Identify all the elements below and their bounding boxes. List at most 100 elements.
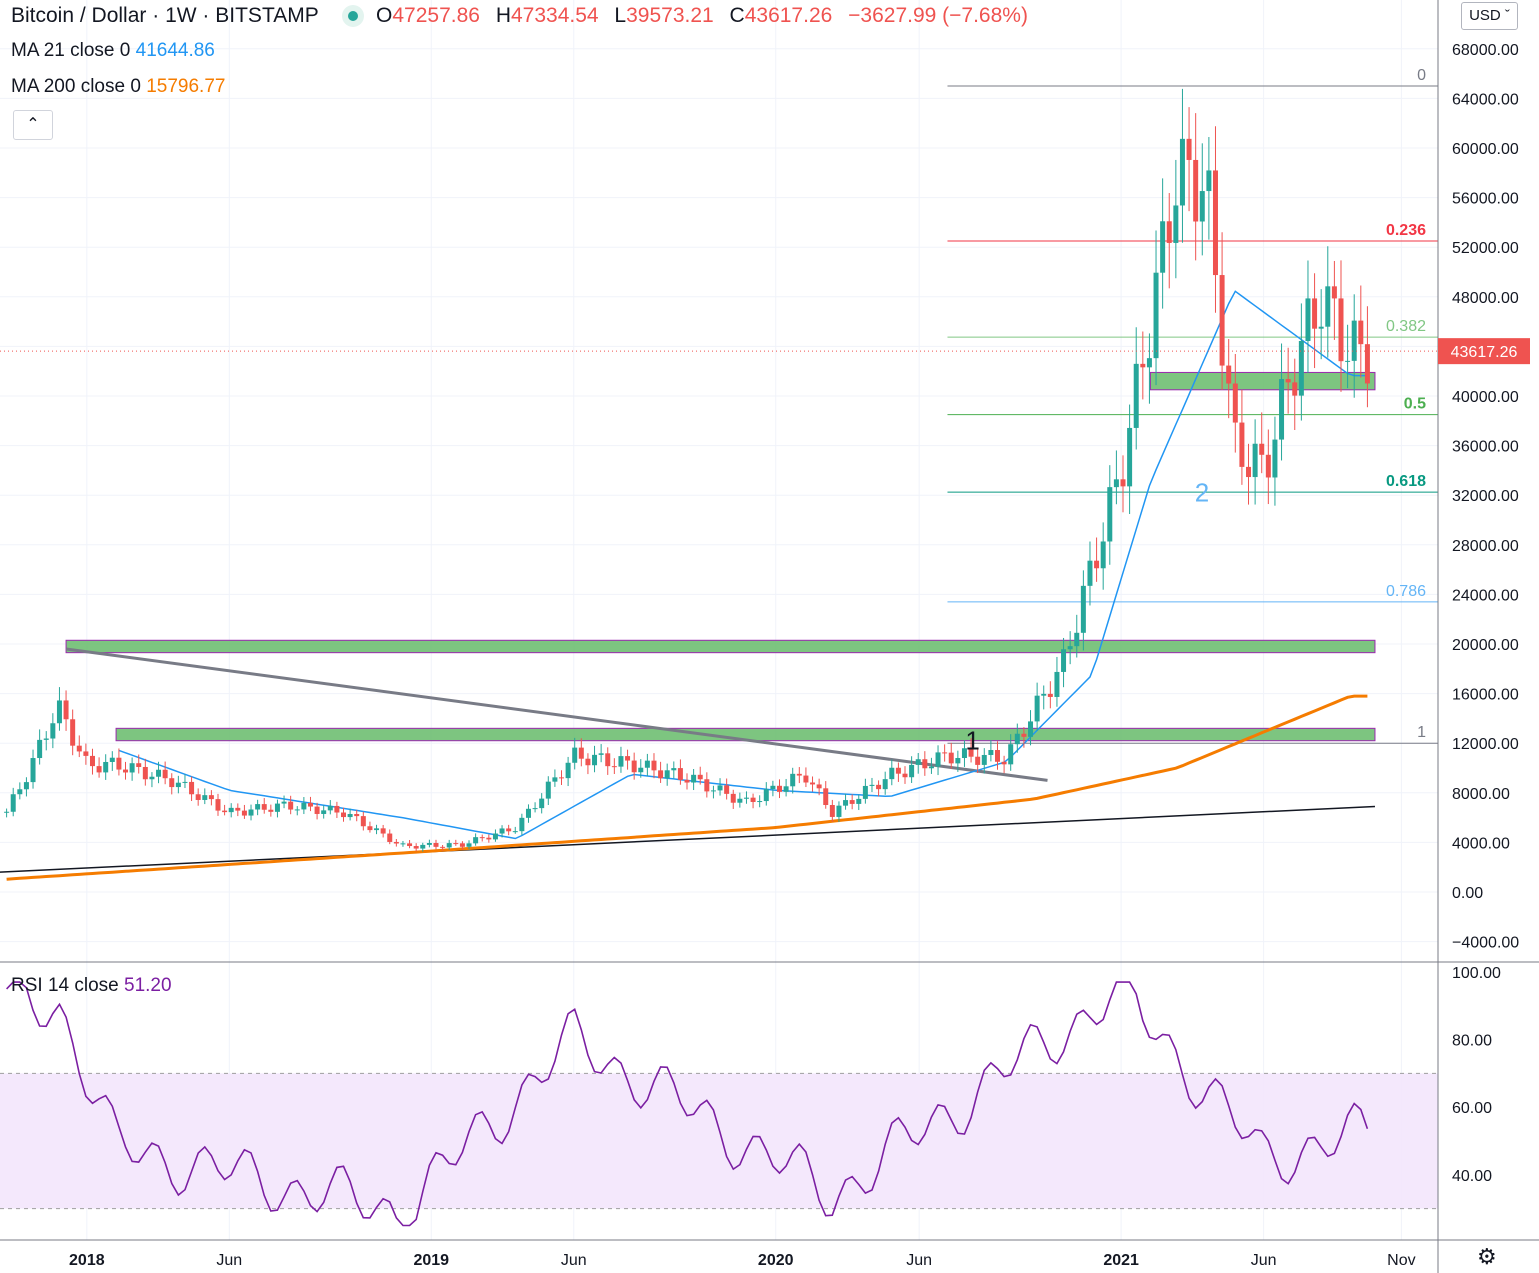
- price-tick-label: 32000.00: [1452, 488, 1519, 505]
- candle: [559, 770, 565, 785]
- candle-body: [56, 700, 62, 724]
- candle-body: [222, 810, 228, 813]
- candle-body: [453, 843, 459, 845]
- candle-body: [796, 773, 802, 776]
- time-tick-label: Jun: [216, 1252, 242, 1269]
- candle: [994, 741, 1000, 770]
- candle: [1127, 404, 1133, 514]
- candle: [281, 795, 287, 809]
- candle: [1146, 333, 1152, 404]
- price-tick-label: 40000.00: [1452, 389, 1519, 406]
- candle: [724, 778, 730, 800]
- ma21-legend[interactable]: MA 21 close 0 41644.86: [11, 40, 215, 62]
- candle-body: [1259, 443, 1265, 455]
- candle-body: [288, 801, 294, 810]
- candle-body: [123, 769, 129, 773]
- support-zones[interactable]: [65, 371, 1376, 742]
- price-tick-label: 12000.00: [1452, 736, 1519, 753]
- candle: [360, 811, 366, 831]
- price-tick-label: 60000.00: [1452, 141, 1519, 158]
- trend-lines[interactable]: [0, 647, 1376, 873]
- gear-icon[interactable]: ⚙: [1477, 1244, 1497, 1269]
- candle: [248, 804, 254, 821]
- candle-body: [525, 808, 531, 818]
- fib-level-label: 0.236: [1386, 222, 1426, 239]
- candle: [816, 778, 822, 796]
- candle-body: [228, 807, 234, 813]
- candle-body: [208, 795, 214, 800]
- candle: [1179, 88, 1185, 243]
- candle: [96, 757, 102, 778]
- candle-body: [592, 754, 598, 766]
- symbol-name[interactable]: Bitcoin / Dollar: [11, 4, 147, 27]
- candle-body: [598, 753, 604, 755]
- candle: [1232, 354, 1238, 453]
- candle-body: [1364, 344, 1370, 384]
- candle: [1272, 416, 1278, 506]
- candle: [393, 839, 399, 847]
- ma200-legend[interactable]: MA 200 close 0 15796.77: [11, 76, 225, 98]
- candle-body: [334, 805, 340, 813]
- candle-body: [605, 753, 611, 767]
- candle-body: [248, 809, 254, 816]
- interval[interactable]: 1W: [165, 4, 197, 27]
- candle: [757, 795, 763, 808]
- candle-body: [314, 806, 320, 814]
- candle: [37, 729, 43, 765]
- candle-body: [928, 766, 934, 769]
- fib-level-label: 0.5: [1404, 396, 1426, 413]
- candle: [70, 709, 76, 756]
- candle-body: [1325, 286, 1331, 327]
- candle: [1028, 710, 1034, 746]
- candle-body: [790, 773, 796, 787]
- currency-button[interactable]: USD ˇ: [1461, 2, 1518, 30]
- candle-body: [1087, 560, 1093, 586]
- candle: [704, 772, 710, 798]
- candle: [169, 773, 175, 795]
- support-zone: [1149, 371, 1376, 391]
- candle-body: [407, 843, 413, 847]
- candle-body: [849, 800, 855, 804]
- candle: [1014, 723, 1020, 753]
- candle: [327, 800, 333, 815]
- candle: [598, 744, 604, 763]
- fibonacci-retracement[interactable]: 0 0.236 0.382 0.5 0.618 0.786 1: [947, 67, 1438, 744]
- last-price-badge: [1438, 338, 1530, 365]
- candle: [763, 782, 769, 806]
- candle-body: [1338, 298, 1344, 362]
- candle: [823, 781, 829, 809]
- fib-level-label: 0.786: [1386, 583, 1426, 600]
- candle-body: [816, 784, 822, 789]
- candle-body: [823, 788, 829, 806]
- candle: [83, 743, 89, 765]
- candle: [948, 742, 954, 769]
- time-tick-label: Jun: [1251, 1252, 1277, 1269]
- candle-body: [658, 770, 664, 779]
- candle-body: [677, 768, 683, 780]
- candle: [486, 834, 492, 843]
- candle: [195, 788, 201, 806]
- candle: [988, 740, 994, 762]
- candle-body: [486, 837, 492, 840]
- candle: [572, 737, 578, 770]
- candle: [1173, 159, 1179, 279]
- candle-body: [1246, 466, 1252, 478]
- candle: [1259, 412, 1265, 474]
- candle-body: [922, 759, 928, 769]
- candle-body: [1166, 221, 1172, 243]
- price-tick-label: 48000.00: [1452, 290, 1519, 307]
- candle-body: [156, 769, 162, 777]
- rsi-legend[interactable]: RSI 14 close 51.20: [11, 975, 172, 997]
- candle: [1080, 570, 1086, 651]
- collapse-legend-button[interactable]: ⌃: [13, 110, 53, 140]
- candle-body: [611, 766, 617, 768]
- candle: [697, 766, 703, 785]
- candle-body: [1028, 721, 1034, 737]
- candle-body: [433, 842, 439, 847]
- candle-body: [968, 748, 974, 757]
- market-status-icon[interactable]: [342, 5, 365, 28]
- candle-body: [380, 828, 386, 834]
- candle: [123, 761, 129, 780]
- candle-body: [393, 841, 399, 844]
